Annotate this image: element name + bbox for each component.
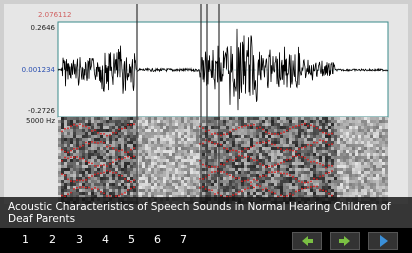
y-max-label: 0.2646 [31, 24, 56, 32]
page-link[interactable]: 5 [128, 233, 135, 246]
page: 2.076112 0.2646 0.001234 -0.2726 5000 Hz… [0, 0, 412, 253]
page-link[interactable]: 2 [49, 233, 56, 246]
page-link[interactable]: 1 [22, 233, 29, 246]
page-link[interactable]: 3 [76, 233, 83, 246]
spectrogram [58, 117, 388, 204]
page-link[interactable]: 6 [154, 233, 161, 246]
time-label: 2.076112 [38, 11, 71, 19]
prev-button[interactable] [292, 232, 322, 250]
y-cursor-label: 0.001234 [22, 66, 56, 74]
next-button[interactable] [330, 232, 360, 250]
play-button[interactable] [368, 232, 398, 250]
navigation-bar: 1 2 3 4 5 6 7 [0, 228, 412, 253]
caption: Acoustic Characteristics of Speech Sound… [0, 197, 412, 228]
page-link[interactable]: 7 [180, 233, 187, 246]
y-min-label: -0.2726 [28, 107, 56, 115]
freq-label: 5000 Hz [26, 117, 55, 125]
page-link[interactable]: 4 [102, 233, 109, 246]
